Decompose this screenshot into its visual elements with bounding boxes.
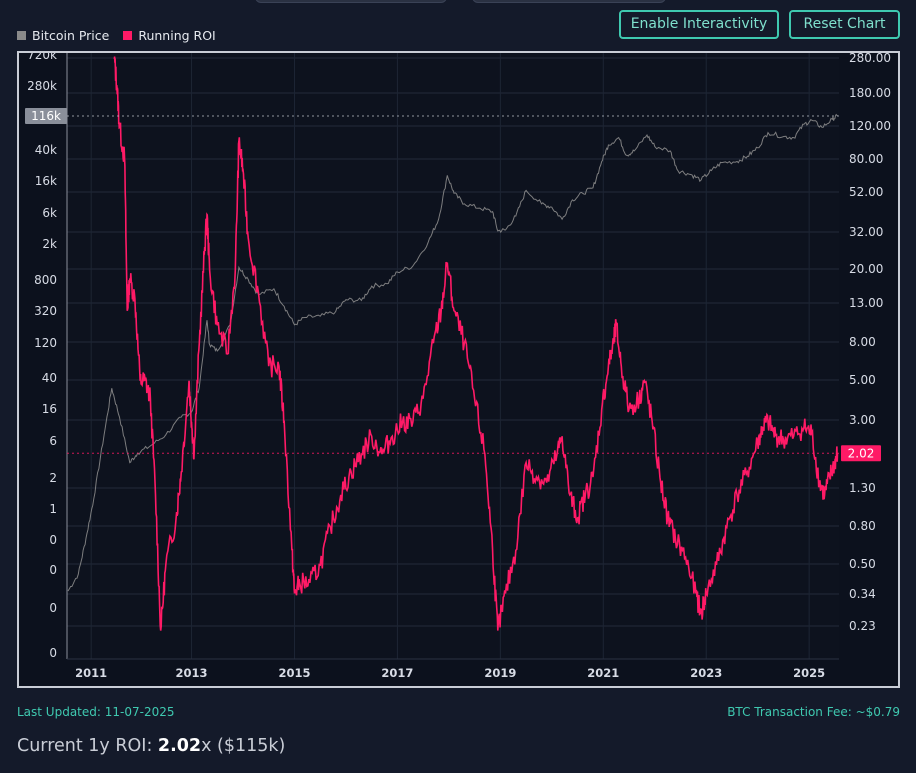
chart-svg: 2011 2013 2015 2017 2019 2021 2023 2025 720k 280k… — [25, 53, 891, 680]
roi-value: 2.02 — [157, 736, 202, 756]
legend-item-price[interactable]: Bitcoin Price — [17, 28, 109, 43]
right-tick-label: 0.50 — [849, 557, 876, 571]
roi-marker-badge — [841, 445, 881, 462]
x-tick-label: 2017 — [381, 666, 413, 680]
roi-suffix: x ($115k) — [201, 736, 286, 756]
right-tick-label: 3.00 — [849, 413, 876, 427]
legend-item-roi[interactable]: Running ROI — [123, 28, 216, 43]
right-tick-label: 20.00 — [849, 262, 883, 276]
right-tick-label: 80.00 — [849, 152, 883, 166]
legend-label-roi: Running ROI — [138, 28, 216, 43]
x-tick-label: 2025 — [793, 666, 825, 680]
left-tick-label: 40k — [35, 143, 57, 157]
left-tick-label: 0 — [49, 601, 57, 615]
price-series-line — [67, 113, 838, 592]
legend-label-price: Bitcoin Price — [32, 28, 110, 43]
right-tick-label: 13.00 — [849, 296, 883, 310]
left-tick-label: 320 — [34, 304, 57, 318]
left-tick-label: 720k — [27, 53, 57, 62]
right-tick-label: 180.00 — [849, 86, 891, 100]
current-roi-summary: Current 1y ROI: 2.02x ($115k) — [17, 736, 285, 756]
left-tick-label: 280k — [27, 79, 57, 93]
right-tick-label: 8.00 — [849, 335, 876, 349]
left-tick-label: 120 — [34, 336, 57, 350]
right-tick-label: 280.00 — [849, 53, 891, 65]
plot-area — [67, 53, 839, 659]
x-tick-label: 2011 — [75, 666, 107, 680]
left-tick-label: 40 — [42, 371, 57, 385]
roi-series-line — [113, 56, 839, 631]
right-tick-label: 32.00 — [849, 225, 883, 239]
left-tick-label: 2k — [42, 237, 57, 251]
left-tick-label: 16 — [42, 402, 57, 416]
left-tick-label: 1 — [49, 502, 57, 516]
left-tick-label: 0 — [49, 646, 57, 660]
chart-frame: 2011 2013 2015 2017 2019 2021 2023 2025 720k 280k… — [17, 51, 900, 688]
right-tick-label: 5.00 — [849, 373, 876, 387]
right-tick-label: 120.00 — [849, 119, 891, 133]
legend-swatch-price — [17, 31, 26, 40]
top-tab-right[interactable] — [472, 0, 666, 3]
x-tick-label: 2013 — [176, 666, 208, 680]
roi-prefix: Current 1y ROI: — [17, 736, 158, 756]
left-tick-label: 6 — [49, 434, 57, 448]
price-marker-label: 116k — [31, 109, 61, 123]
last-updated-text: Last Updated: 11-07-2025 — [17, 705, 175, 719]
reset-chart-button[interactable]: Reset Chart — [789, 10, 900, 39]
left-tick-label: 0 — [49, 563, 57, 577]
chart-legend: Bitcoin Price Running ROI — [17, 28, 216, 43]
top-tab-left[interactable] — [255, 0, 447, 3]
left-tick-label: 800 — [34, 273, 57, 287]
enable-interactivity-button[interactable]: Enable Interactivity — [619, 10, 779, 39]
x-tick-label: 2015 — [278, 666, 310, 680]
right-tick-label: 0.23 — [849, 619, 876, 633]
legend-swatch-roi — [123, 31, 133, 40]
price-marker-badge — [25, 108, 67, 124]
left-tick-label: 16k — [35, 174, 57, 188]
x-tick-label: 2019 — [484, 666, 516, 680]
right-tick-label: 1.30 — [849, 481, 876, 495]
left-tick-label: 2 — [49, 471, 57, 485]
right-tick-label: 0.80 — [849, 519, 876, 533]
roi-marker-label: 2.02 — [848, 446, 875, 460]
x-tick-label: 2021 — [587, 666, 619, 680]
x-tick-label: 2023 — [690, 666, 722, 680]
left-tick-label: 0 — [49, 533, 57, 547]
left-tick-label: 6k — [42, 206, 57, 220]
right-tick-label: 0.34 — [849, 587, 876, 601]
right-tick-label: 52.00 — [849, 185, 883, 199]
transaction-fee-text: BTC Transaction Fee: ~$0.79 — [727, 705, 900, 719]
